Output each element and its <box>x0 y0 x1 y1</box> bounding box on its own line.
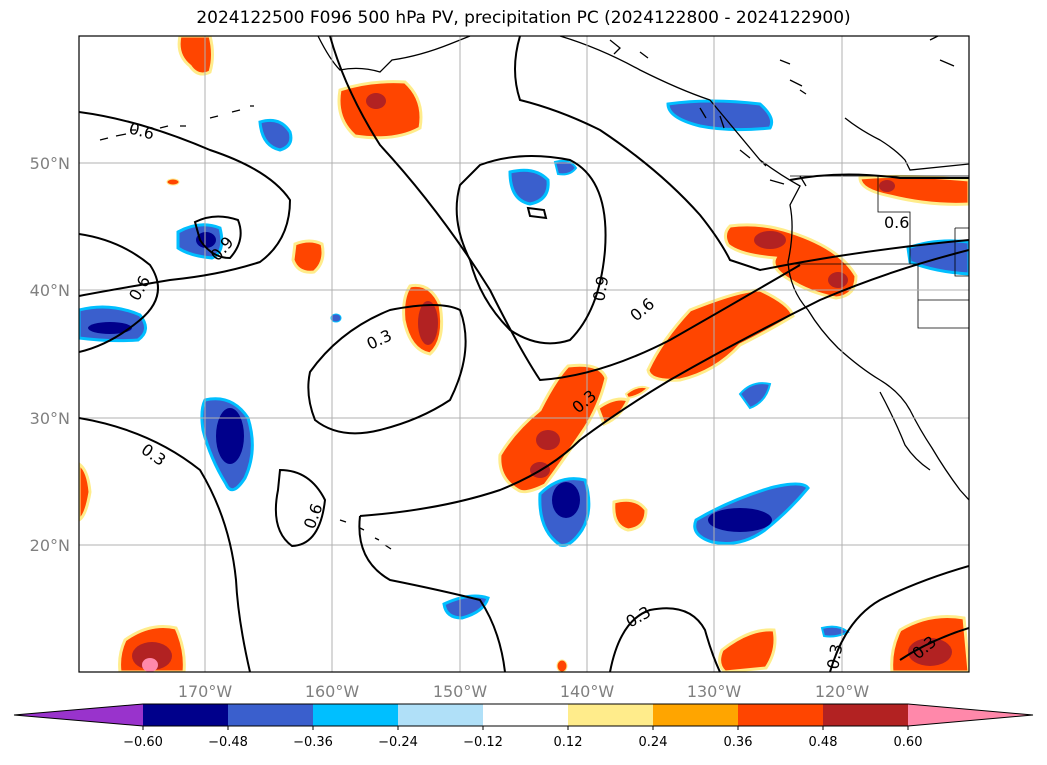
map-title: 2024122500 F096 500 hPa PV, precipitatio… <box>196 8 851 28</box>
latitude-ticks: 50°N 40°N 30°N 20°N <box>30 154 70 555</box>
longitude-ticks: 170°W 160°W 150°W 140°W 130°W 120°W <box>178 682 870 701</box>
lon-tick-label: 170°W <box>178 682 233 701</box>
colorbar: −0.60 −0.48 −0.36 −0.24 −0.12 0.12 0.24 0.36 0.4… <box>13 703 1034 750</box>
colorbar-segment <box>823 704 908 726</box>
contour-label: 0.9 <box>589 274 612 302</box>
contour-label: 0.6 <box>127 119 157 144</box>
colorbar-tick-label: 0.60 <box>894 735 923 750</box>
colorbar-tick-label: −0.24 <box>378 735 418 750</box>
lon-tick-label: 120°W <box>815 682 870 701</box>
contour-label: 0.3 <box>364 326 395 354</box>
colorbar-tick-label: 0.48 <box>809 735 838 750</box>
lon-tick-label: 160°W <box>305 682 360 701</box>
contour-label: 0.3 <box>823 642 846 670</box>
contour-label: 0.6 <box>626 294 658 325</box>
gridlines <box>79 36 969 672</box>
pv-contours <box>79 36 969 672</box>
map-frame <box>78 35 970 673</box>
colorbar-extend-low <box>14 704 143 726</box>
colorbar-segment <box>738 704 823 726</box>
lat-tick-label: 50°N <box>30 154 70 173</box>
colorbar-tick-label: −0.12 <box>463 735 503 750</box>
colorbar-segment <box>483 704 568 726</box>
lat-tick-label: 20°N <box>30 536 70 555</box>
positive-precip-areas <box>79 36 969 672</box>
colorbar-tick-label: 0.12 <box>554 735 583 750</box>
negative-precip-areas <box>79 99 969 638</box>
colorbar-segment <box>143 704 228 726</box>
colorbar-tick-label: 0.24 <box>639 735 668 750</box>
map-area: 0.6 0.9 0.6 0.3 0.3 0.9 0.6 0.3 0.6 0.3 … <box>79 36 969 672</box>
lat-tick-label: 30°N <box>30 409 70 428</box>
colorbar-segment <box>313 704 398 726</box>
colorbar-segment <box>228 704 313 726</box>
colorbar-tick-label: −0.36 <box>293 735 333 750</box>
colorbar-segment <box>653 704 738 726</box>
colorbar-segment <box>568 704 653 726</box>
lon-tick-label: 150°W <box>433 682 488 701</box>
colorbar-extend-high <box>908 704 1033 726</box>
lat-tick-label: 40°N <box>30 281 70 300</box>
colorbar-segment <box>398 704 483 726</box>
lon-tick-label: 140°W <box>560 682 615 701</box>
lon-tick-label: 130°W <box>687 682 742 701</box>
contour-label: 0.6 <box>300 501 327 531</box>
colorbar-tick-label: 0.36 <box>724 735 753 750</box>
contour-label: 0.6 <box>884 213 909 232</box>
contour-label: 0.6 <box>125 272 154 304</box>
colorbar-tick-label: −0.60 <box>123 735 163 750</box>
colorbar-tick-label: −0.48 <box>208 735 248 750</box>
contour-label: 0.3 <box>138 440 170 470</box>
